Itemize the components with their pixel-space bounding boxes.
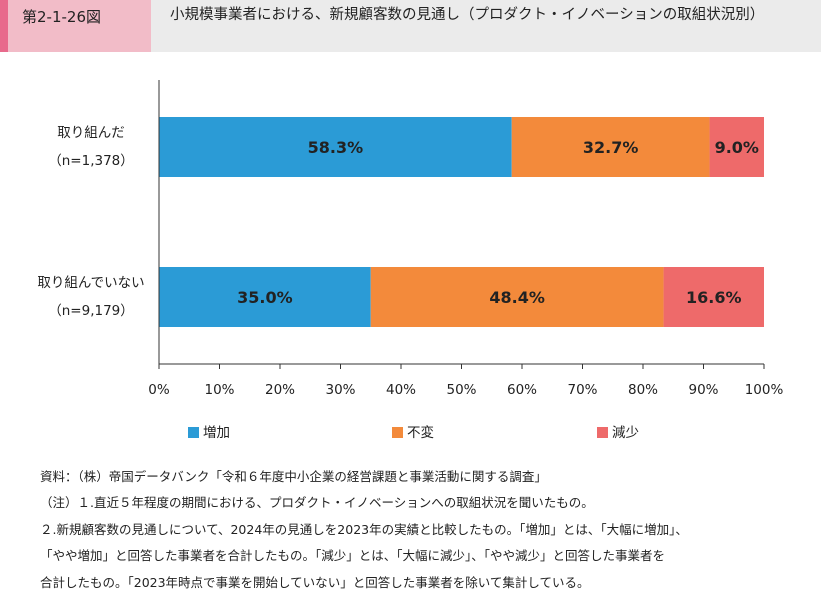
data-label-1-0: 35.0% xyxy=(237,288,293,307)
bar-0-2 xyxy=(709,117,764,177)
data-label-0-1: 32.7% xyxy=(583,138,639,157)
x-tick-label-3: 30% xyxy=(325,382,355,398)
x-tick-label-4: 40% xyxy=(386,382,416,398)
note-1: （注）１.直近５年程度の期間における、プロダクト・イノベーションへの取組状況を聞… xyxy=(40,495,594,510)
bar-0-1 xyxy=(511,117,710,177)
legend-item-flat: 不変 xyxy=(392,421,434,441)
data-label-0-0: 58.3% xyxy=(308,138,364,157)
legend-item-increase: 増加 xyxy=(188,421,230,441)
data-label-0-2: 9.0% xyxy=(715,138,759,157)
x-tick-label-9: 90% xyxy=(688,382,718,398)
bar-1-1 xyxy=(370,267,664,327)
legend-swatch-increase xyxy=(188,427,199,438)
data-label-1-1: 48.4% xyxy=(489,288,545,307)
legend-swatch-decrease xyxy=(597,427,608,438)
legend-label-increase: 増加 xyxy=(203,425,230,441)
stacked-bar-chart: 58.3% 32.7% 9.0% 取り組んだ （n=1,378） 35.0% 48.4% 16… xyxy=(37,80,784,398)
bar-0-0 xyxy=(159,117,512,177)
x-tick-label-6: 60% xyxy=(507,382,537,398)
note-2: ２.新規顧客数の見通しについて、2024年の見通しを2023年の実績と比較したも… xyxy=(40,522,688,537)
x-tick-label-0: 0% xyxy=(148,382,170,398)
bar-1-0 xyxy=(159,267,371,327)
x-tick-label-1: 10% xyxy=(204,382,234,398)
source-note: 資料：（株）帝国データバンク「令和６年度中小企業の経営課題と事業活動に関する調査… xyxy=(40,469,547,484)
legend-swatch-flat xyxy=(392,427,403,438)
legend-label-flat: 不変 xyxy=(407,425,434,441)
figure-title: 小規模事業者における、新規顧客数の見通し（プロダクト・イノベーションの取組状況別… xyxy=(170,7,765,23)
x-tick-label-2: 20% xyxy=(265,382,295,398)
bar-1-2 xyxy=(663,267,764,327)
category-n-1: （n=9,179） xyxy=(48,303,134,319)
category-label-0: 取り組んだ xyxy=(57,125,125,141)
data-label-1-2: 16.6% xyxy=(686,288,742,307)
x-tick-label-5: 50% xyxy=(446,382,476,398)
x-tick-label-7: 70% xyxy=(567,382,597,398)
category-label-1: 取り組んでいない xyxy=(37,275,144,291)
note-2-cont-2: 合計したもの。「2023年時点で事業を開始していない」と回答した事業者を除いて集… xyxy=(40,575,590,590)
category-n-0: （n=1,378） xyxy=(48,153,134,169)
legend-item-decrease: 減少 xyxy=(597,421,639,441)
figure-header: 第2-1-26図 小規模事業者における、新規顧客数の見通し（プロダクト・イノベー… xyxy=(0,0,821,52)
x-tick-label-8: 80% xyxy=(628,382,658,398)
x-tick-label-10: 100% xyxy=(745,382,784,398)
note-2-cont-1: 「やや増加」と回答した事業者を合計したもの。「減少」とは、「大幅に減少」、「やや… xyxy=(40,548,666,563)
legend-label-decrease: 減少 xyxy=(612,425,639,441)
figure-number: 第2-1-26図 xyxy=(0,0,151,52)
